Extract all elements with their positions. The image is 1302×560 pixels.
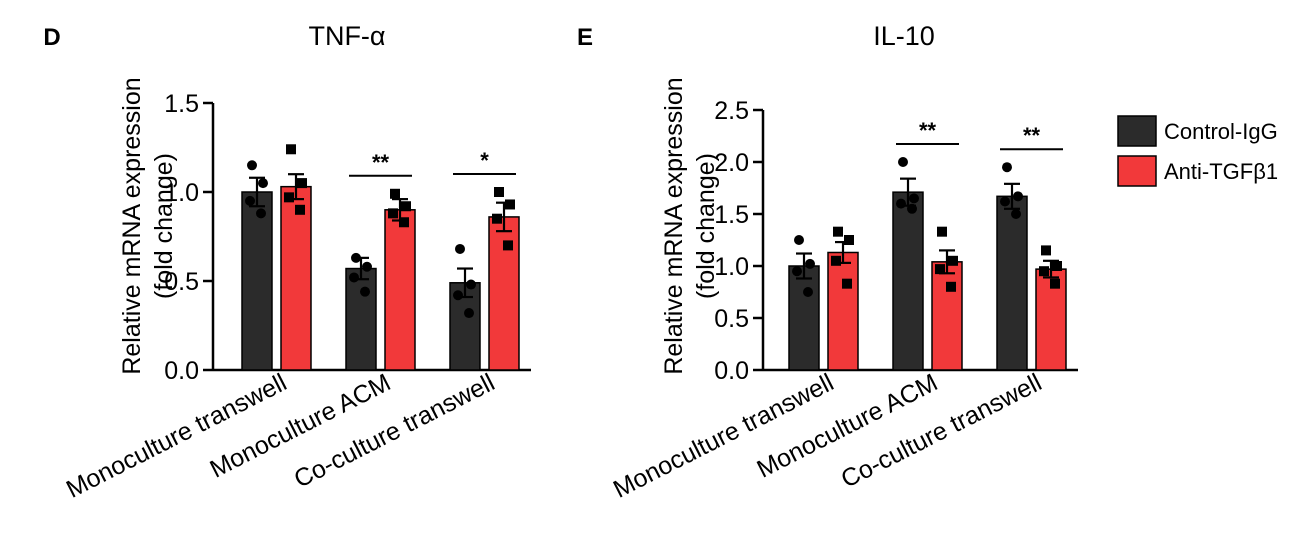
y-tick-label: 1.0 bbox=[164, 179, 199, 207]
chart-title: IL-10 bbox=[873, 21, 935, 51]
bar-anti-tgfb1 bbox=[931, 261, 963, 371]
data-point bbox=[466, 279, 476, 290]
data-point bbox=[794, 235, 804, 245]
data-point bbox=[245, 195, 255, 206]
y-tick-label: 2.0 bbox=[714, 149, 749, 177]
data-point bbox=[464, 308, 474, 319]
data-point bbox=[948, 255, 958, 266]
y-tick-label: 0.5 bbox=[164, 268, 199, 296]
bar-anti-tgfb1 bbox=[488, 216, 520, 371]
y-tick-label: 0.5 bbox=[714, 305, 749, 333]
bar-anti-tgfb1 bbox=[280, 185, 312, 371]
y-tick-label: 0.0 bbox=[714, 357, 749, 385]
data-point bbox=[937, 226, 947, 237]
chart-title: TNF-α bbox=[308, 21, 385, 51]
data-point bbox=[256, 208, 266, 219]
data-point bbox=[1052, 261, 1062, 271]
legend-swatch bbox=[1117, 155, 1157, 187]
data-point bbox=[1002, 162, 1012, 173]
data-point bbox=[792, 266, 802, 277]
data-point bbox=[1000, 196, 1010, 207]
legend: Control-IgG Anti-TGFβ1 bbox=[1117, 115, 1278, 187]
data-point bbox=[295, 204, 305, 215]
data-point bbox=[351, 252, 361, 263]
bar-anti-tgfb1 bbox=[384, 209, 416, 371]
data-point bbox=[898, 157, 908, 167]
data-point bbox=[1039, 266, 1049, 277]
significance-label: * bbox=[480, 148, 489, 173]
data-point bbox=[831, 255, 841, 266]
data-point bbox=[453, 290, 463, 301]
data-point bbox=[1050, 278, 1060, 289]
y-tick-label: 2.5 bbox=[714, 97, 749, 125]
data-point bbox=[247, 160, 257, 171]
data-point bbox=[1013, 191, 1023, 202]
y-tick-label: 1.5 bbox=[164, 90, 199, 118]
y-axis-label-unit: (fold change) bbox=[692, 153, 720, 299]
y-tick-label: 1.0 bbox=[714, 253, 749, 281]
data-point bbox=[907, 203, 917, 214]
panel-letter: D bbox=[43, 24, 60, 51]
data-point bbox=[297, 178, 307, 189]
bar-control-igg bbox=[788, 265, 820, 371]
data-point bbox=[388, 208, 398, 219]
legend-swatch bbox=[1117, 115, 1157, 147]
data-point bbox=[833, 226, 843, 237]
panel-d-chart: D TNF-α Relative mRNA expression (fold chan… bbox=[43, 21, 531, 504]
significance-label: ** bbox=[1023, 123, 1041, 148]
data-point bbox=[455, 243, 465, 254]
data-point bbox=[360, 286, 370, 297]
data-point bbox=[286, 144, 296, 155]
y-tick-label: 1.5 bbox=[714, 201, 749, 229]
significance-label: ** bbox=[372, 150, 390, 175]
panel-letter: E bbox=[577, 24, 593, 51]
data-point bbox=[803, 287, 813, 297]
data-point bbox=[946, 281, 956, 292]
data-point bbox=[935, 264, 945, 275]
data-point bbox=[401, 201, 411, 212]
data-point bbox=[1041, 245, 1051, 256]
data-point bbox=[896, 198, 906, 209]
data-point bbox=[1011, 209, 1021, 219]
data-point bbox=[505, 199, 515, 210]
y-axis-label: Relative mRNA expression bbox=[660, 77, 688, 374]
data-point bbox=[503, 240, 513, 251]
bar-control-igg bbox=[345, 267, 377, 371]
panel-e-chart: E IL-10 Relative mRNA expression (fold chan… bbox=[577, 21, 1078, 504]
y-axis-label-unit: (fold change) bbox=[150, 153, 178, 299]
y-tick-label: 0.0 bbox=[164, 357, 199, 385]
data-point bbox=[494, 187, 504, 197]
data-point bbox=[258, 178, 268, 189]
bar-anti-tgfb1 bbox=[827, 251, 859, 371]
data-point bbox=[805, 258, 815, 269]
data-point bbox=[842, 278, 852, 289]
data-point bbox=[399, 217, 409, 228]
data-point bbox=[362, 261, 372, 272]
data-point bbox=[844, 235, 854, 245]
bar-control-igg bbox=[241, 191, 273, 371]
legend-label: Control-IgG bbox=[1164, 119, 1278, 144]
y-axis-label: Relative mRNA expression bbox=[118, 77, 146, 374]
data-point bbox=[909, 193, 919, 204]
bar-control-igg bbox=[996, 195, 1028, 371]
legend-label: Anti-TGFβ1 bbox=[1164, 159, 1278, 184]
bar-control-igg bbox=[892, 191, 924, 371]
data-point bbox=[349, 272, 359, 283]
data-point bbox=[492, 213, 502, 224]
data-point bbox=[390, 188, 400, 199]
significance-label: ** bbox=[919, 118, 937, 143]
data-point bbox=[284, 192, 294, 203]
